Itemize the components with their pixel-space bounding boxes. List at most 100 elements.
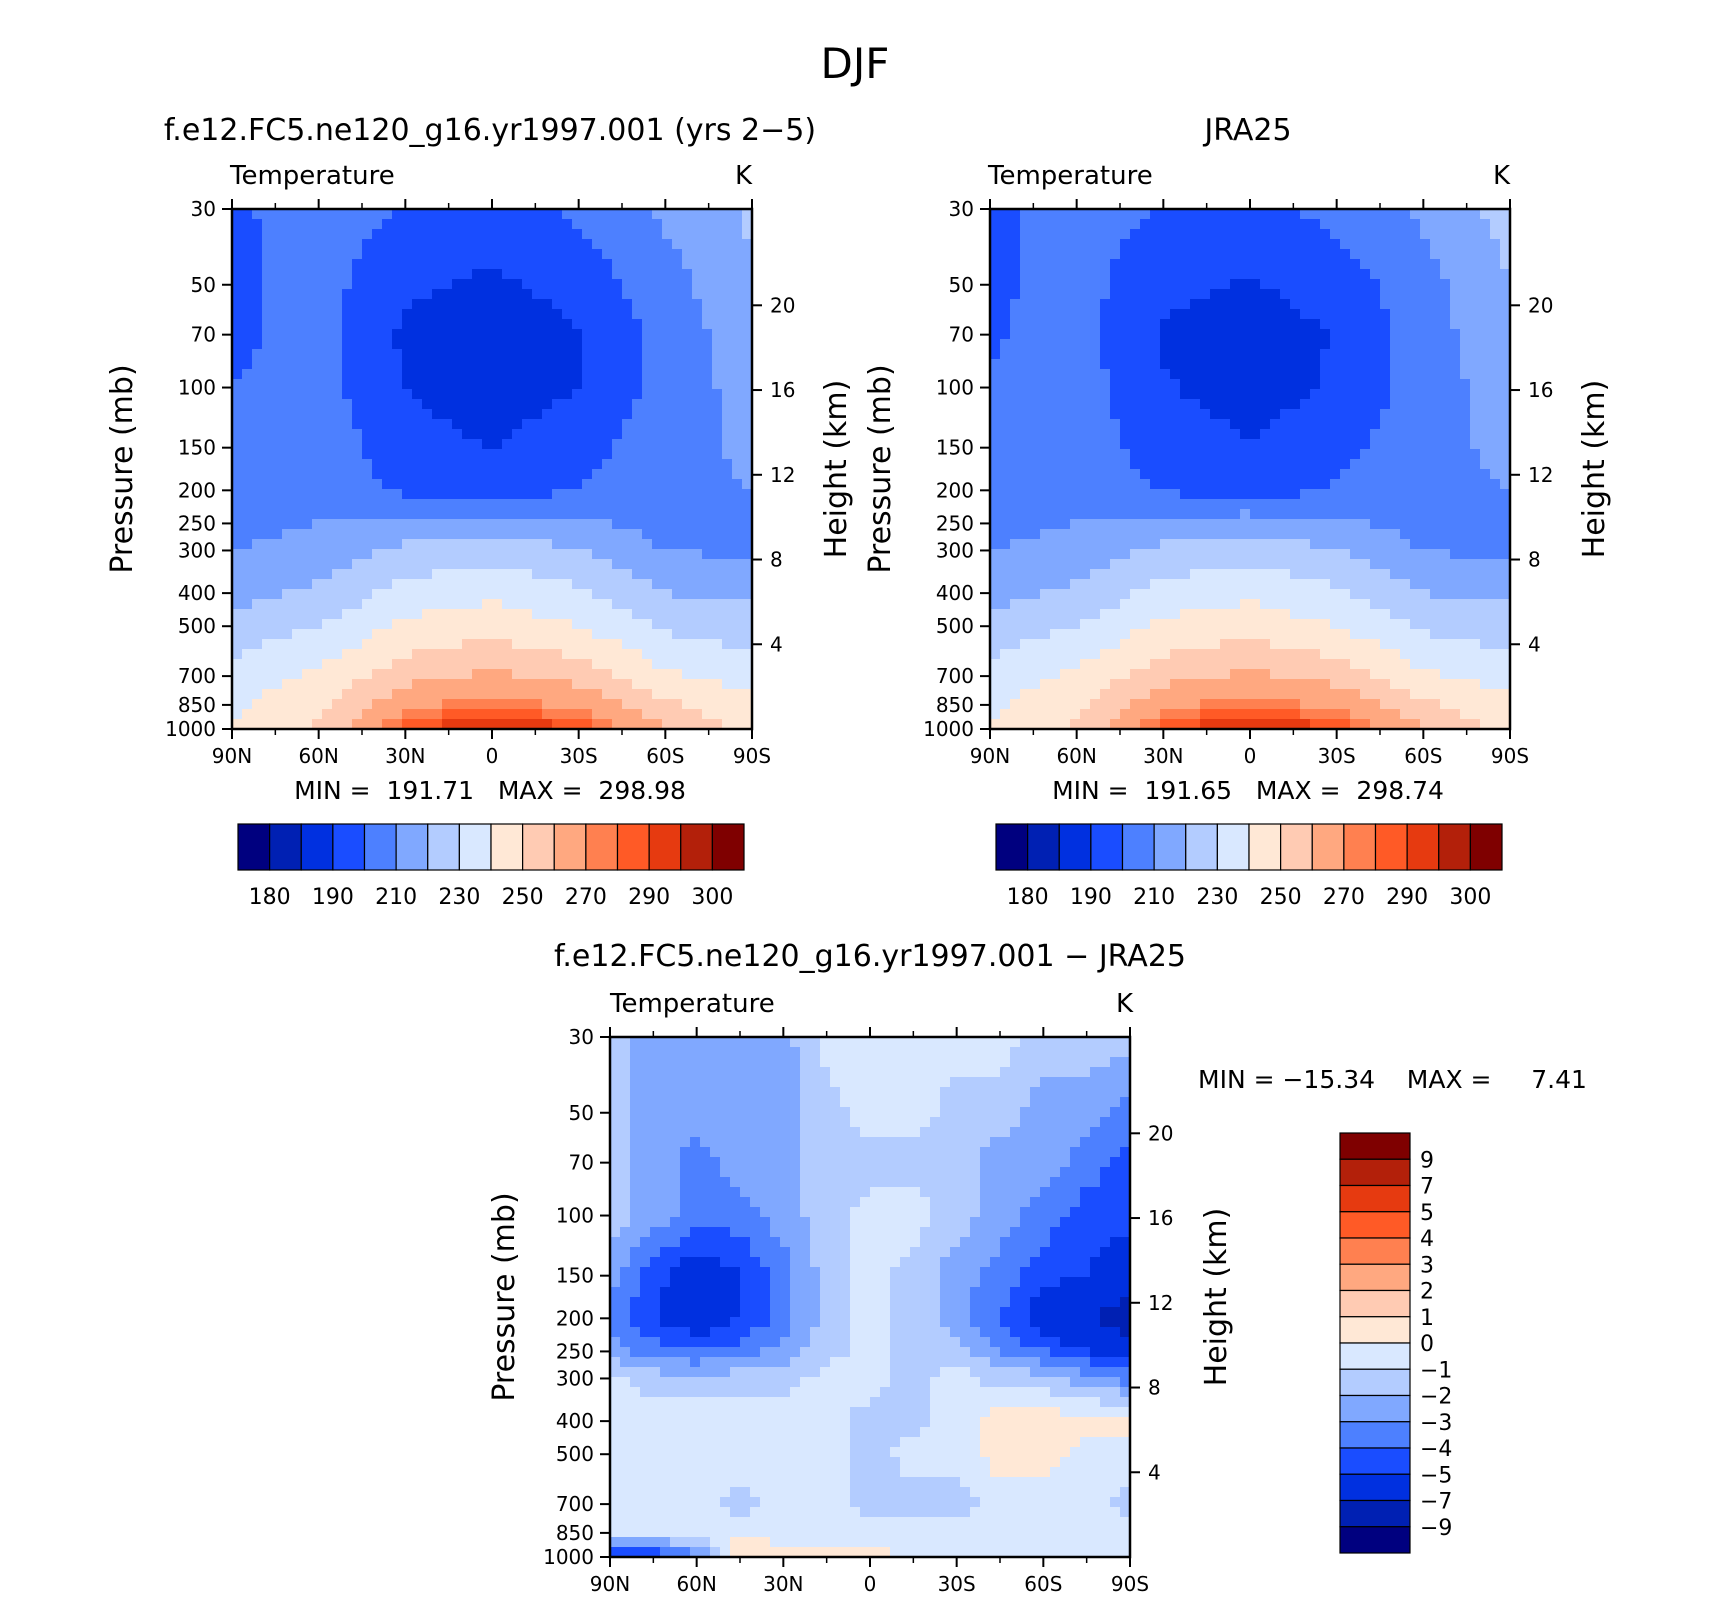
heatmap-cell	[1180, 389, 1191, 400]
heatmap-cell	[1070, 619, 1081, 630]
heatmap-cell	[302, 529, 313, 540]
heatmap-cell	[1480, 389, 1491, 400]
heatmap-cell	[392, 539, 403, 550]
heatmap-cell	[1150, 319, 1161, 330]
heatmap-cell	[232, 539, 243, 550]
heatmap-cell	[662, 579, 673, 590]
heatmap-cell	[1150, 259, 1161, 270]
heatmap-cell	[1040, 269, 1051, 280]
x-tick-label: 90N	[212, 744, 252, 768]
heatmap-cell	[552, 489, 563, 500]
heatmap-cell	[1090, 319, 1101, 330]
heatmap-cell	[1230, 459, 1241, 470]
heatmap-cell	[1370, 569, 1381, 580]
heatmap-cell	[1340, 379, 1351, 390]
heatmap-cell	[1420, 439, 1431, 450]
heatmap-cell	[1350, 299, 1361, 310]
heatmap-cell	[352, 219, 363, 230]
heatmap-cell	[432, 209, 443, 220]
heatmap-cell	[1120, 579, 1131, 590]
heatmap-cell	[402, 689, 413, 700]
heatmap-cell	[342, 559, 353, 570]
heatmap-cell	[1220, 529, 1231, 540]
heatmap-cell	[352, 309, 363, 320]
heatmap-cell	[1380, 309, 1391, 320]
heatmap-cell	[532, 629, 543, 640]
heatmap-cell	[492, 329, 503, 340]
heatmap-cell	[1260, 229, 1271, 240]
heatmap-cell	[532, 699, 543, 710]
heatmap-cell	[1210, 329, 1221, 340]
heatmap-cell	[1390, 439, 1401, 450]
heatmap-cell	[702, 609, 713, 620]
heatmap-cell	[1450, 289, 1461, 300]
heatmap-cell	[1050, 449, 1061, 460]
heatmap-cell	[482, 519, 493, 530]
heatmap-cell	[1290, 389, 1301, 400]
heatmap-cell	[302, 389, 313, 400]
heatmap-cell	[1350, 489, 1361, 500]
heatmap-cell	[512, 259, 523, 270]
heatmap-cell	[542, 239, 553, 250]
heatmap-cell	[262, 369, 273, 380]
heatmap-cell	[1390, 549, 1401, 560]
heatmap-cell	[662, 449, 673, 460]
heatmap-cell	[382, 719, 393, 730]
heatmap-cell	[1430, 519, 1441, 530]
heatmap-cell	[1370, 379, 1381, 390]
heatmap-cell	[282, 269, 293, 280]
colorbar-swatch	[616, 823, 650, 871]
heatmap-cell	[462, 399, 473, 410]
heatmap-cell	[1200, 599, 1211, 610]
heatmap-cell	[402, 239, 413, 250]
heatmap-cell	[1410, 589, 1421, 600]
heatmap-cell	[622, 469, 633, 480]
heatmap-cell	[512, 559, 523, 570]
heatmap-cell	[482, 449, 493, 460]
heatmap-cell	[1410, 549, 1421, 560]
heatmap-cell	[742, 709, 753, 720]
heatmap-cell	[1110, 489, 1121, 500]
heatmap-cell	[642, 349, 653, 360]
heatmap-cell	[722, 649, 733, 660]
heatmap-cell	[302, 329, 313, 340]
heatmap-cell	[1330, 409, 1341, 420]
heatmap-cell	[392, 449, 403, 460]
heatmap-cell	[462, 389, 473, 400]
heatmap-cell	[1100, 449, 1111, 460]
heatmap-cell	[1060, 339, 1071, 350]
heatmap-cell	[332, 639, 343, 650]
heatmap-cell	[512, 499, 523, 510]
heatmap-cell	[712, 639, 723, 650]
heatmap-cell	[432, 339, 443, 350]
heatmap-cell	[1270, 479, 1281, 490]
heatmap-cell	[712, 579, 723, 590]
heatmap-cell	[1480, 559, 1491, 570]
heatmap-cell	[552, 309, 563, 320]
heatmap-cell	[732, 279, 743, 290]
heatmap-cell	[1150, 339, 1161, 350]
heatmap-cell	[990, 289, 1001, 300]
heatmap-cell	[1480, 509, 1491, 520]
heatmap-cell	[1340, 239, 1351, 250]
heatmap-cell	[702, 459, 713, 470]
heatmap-cell	[552, 329, 563, 340]
heatmap-cell	[332, 709, 343, 720]
heatmap-cell	[622, 549, 633, 560]
heatmap-cell	[582, 319, 593, 330]
heatmap-cell	[712, 719, 723, 730]
heatmap-cell	[1220, 249, 1231, 260]
heatmap-cell	[512, 439, 523, 450]
heatmap-cell	[1270, 239, 1281, 250]
heatmap-cell	[652, 499, 663, 510]
heatmap-cell	[532, 209, 543, 220]
heatmap-cell	[682, 559, 693, 570]
heatmap-cell	[1410, 529, 1421, 540]
heatmap-cell	[1190, 439, 1201, 450]
heatmap-cell	[1010, 249, 1021, 260]
heatmap-cell	[632, 359, 643, 370]
heatmap-cell	[302, 509, 313, 520]
panel-model-title: f.e12.FC5.ne120_g16.yr1997.001 (yrs 2−5)	[164, 113, 816, 148]
heatmap-cell	[990, 529, 1001, 540]
heatmap-cell	[1430, 339, 1441, 350]
